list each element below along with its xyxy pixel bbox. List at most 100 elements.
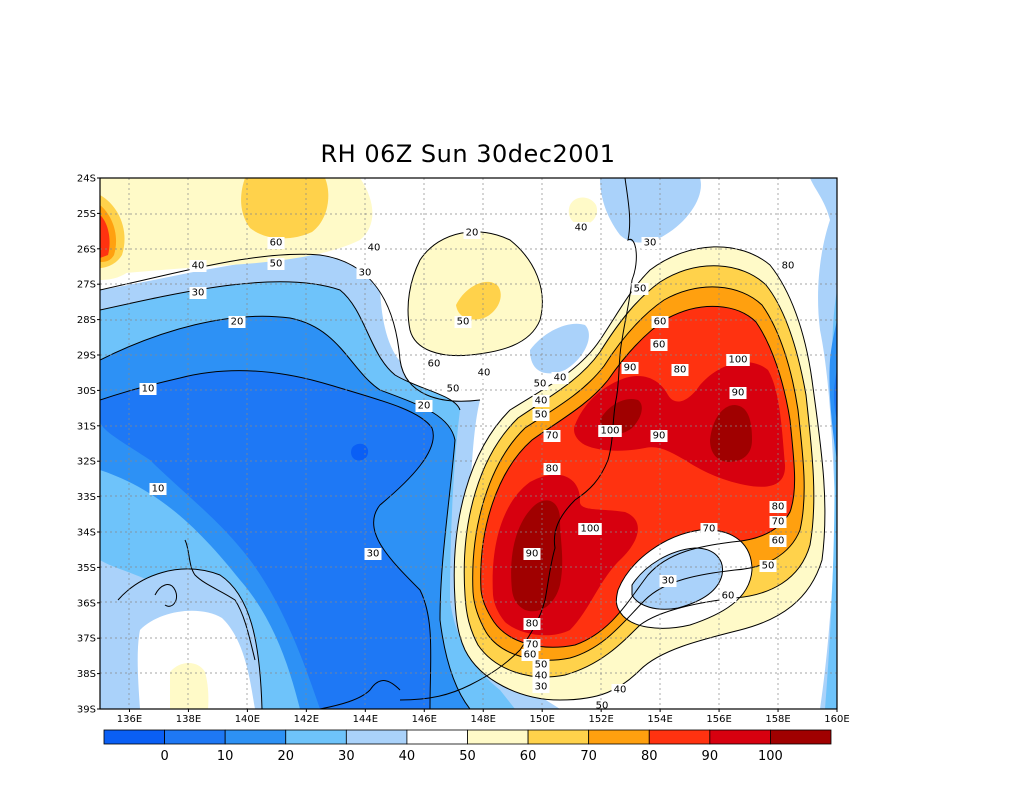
colorbar-label: 20 bbox=[277, 749, 294, 764]
contour-label: 50 bbox=[532, 409, 550, 421]
colorbar-swatch bbox=[648, 729, 711, 745]
contour-label: 40 bbox=[189, 260, 207, 272]
svg-text:90: 90 bbox=[624, 363, 637, 374]
contour-label: 60 bbox=[719, 590, 737, 602]
lat-tick-label: 26S bbox=[77, 244, 96, 255]
lon-tick-label: 158E bbox=[765, 714, 790, 725]
rh-band-0-10-spot bbox=[351, 443, 369, 461]
rh-shaded-field bbox=[100, 178, 837, 709]
lat-tick-label: 29S bbox=[77, 351, 96, 362]
lat-tick-label: 38S bbox=[77, 669, 96, 680]
contour-label: 50 bbox=[593, 700, 611, 712]
contour-label: 80 bbox=[543, 463, 561, 475]
lon-tick-label: 138E bbox=[176, 714, 201, 725]
colorbar-label: 70 bbox=[580, 749, 597, 764]
svg-text:40: 40 bbox=[535, 671, 548, 682]
svg-text:80: 80 bbox=[772, 502, 785, 513]
svg-text:50: 50 bbox=[535, 410, 548, 421]
map-title: RH 06Z Sun 30dec2001 bbox=[320, 140, 616, 168]
contour-label: 20 bbox=[415, 400, 433, 412]
svg-text:80: 80 bbox=[782, 261, 795, 272]
contour-label: 90 bbox=[621, 362, 639, 374]
svg-text:40: 40 bbox=[478, 368, 491, 379]
svg-text:20: 20 bbox=[231, 317, 244, 328]
contour-label: 80 bbox=[523, 618, 541, 630]
contour-label: 40 bbox=[532, 395, 550, 407]
svg-text:80: 80 bbox=[674, 365, 687, 376]
svg-text:80: 80 bbox=[546, 464, 559, 475]
contour-label: 90 bbox=[523, 548, 541, 560]
svg-text:40: 40 bbox=[575, 223, 588, 234]
contour-label: 70 bbox=[769, 516, 787, 528]
svg-text:40: 40 bbox=[535, 396, 548, 407]
contour-label: 80 bbox=[671, 364, 689, 376]
colorbar: 0 10 20 30 40 50 60 70 80 90 100 bbox=[103, 729, 832, 764]
svg-text:60: 60 bbox=[772, 536, 785, 547]
colorbar-swatch bbox=[224, 729, 287, 745]
contour-label: 40 bbox=[365, 242, 383, 254]
lat-tick-label: 35S bbox=[77, 563, 96, 574]
contour-label: 60 bbox=[769, 535, 787, 547]
colorbar-swatch bbox=[527, 729, 590, 745]
contour-label: 60 bbox=[651, 316, 669, 328]
contour-label: 50 bbox=[444, 383, 462, 395]
contour-label: 30 bbox=[356, 267, 374, 279]
contour-label: 90 bbox=[650, 430, 668, 442]
svg-text:10: 10 bbox=[152, 484, 165, 495]
svg-text:70: 70 bbox=[546, 431, 559, 442]
svg-text:80: 80 bbox=[526, 619, 539, 630]
contour-label: 50 bbox=[531, 378, 549, 390]
contour-label: 10 bbox=[149, 483, 167, 495]
svg-text:30: 30 bbox=[192, 288, 205, 299]
lon-tick-label: 152E bbox=[588, 714, 613, 725]
contour-label: 40 bbox=[551, 372, 569, 384]
rh-band-50-60-cap bbox=[568, 197, 598, 225]
svg-text:30: 30 bbox=[359, 268, 372, 279]
svg-text:50: 50 bbox=[596, 701, 609, 712]
svg-text:100: 100 bbox=[580, 524, 599, 535]
svg-text:60: 60 bbox=[428, 359, 441, 370]
svg-text:70: 70 bbox=[772, 517, 785, 528]
contour-label: 60 bbox=[425, 358, 443, 370]
svg-text:90: 90 bbox=[653, 431, 666, 442]
contour-label: 60 bbox=[267, 237, 285, 249]
colorbar-swatch bbox=[345, 729, 408, 745]
lat-tick-label: 36S bbox=[77, 598, 96, 609]
lat-tick-label: 25S bbox=[77, 209, 96, 220]
svg-text:10: 10 bbox=[142, 384, 155, 395]
colorbar-label: 60 bbox=[520, 749, 537, 764]
lon-tick-label: 148E bbox=[471, 714, 496, 725]
svg-text:50: 50 bbox=[534, 379, 547, 390]
lat-tick-label: 33S bbox=[77, 492, 96, 503]
svg-text:90: 90 bbox=[732, 388, 745, 399]
contour-label: 30 bbox=[659, 575, 677, 587]
contour-label: 100 bbox=[598, 425, 622, 437]
contour-label: 50 bbox=[267, 258, 285, 270]
contour-label: 40 bbox=[532, 670, 550, 682]
colorbar-swatch bbox=[285, 729, 347, 745]
contour-label: 40 bbox=[475, 367, 493, 379]
svg-text:50: 50 bbox=[457, 317, 470, 328]
lat-tick-label: 27S bbox=[77, 280, 96, 291]
svg-text:40: 40 bbox=[368, 243, 381, 254]
contour-label: 30 bbox=[532, 681, 550, 693]
contour-label: 70 bbox=[700, 523, 718, 535]
svg-text:40: 40 bbox=[554, 373, 567, 384]
colorbar-swatch bbox=[770, 729, 832, 745]
contour-label: 80 bbox=[769, 501, 787, 513]
contour-label: 20 bbox=[463, 227, 481, 239]
lon-tick-label: 154E bbox=[647, 714, 672, 725]
rh-band-80-90-westedge bbox=[100, 215, 110, 258]
contour-label: 50 bbox=[631, 283, 649, 295]
contour-label: 100 bbox=[726, 354, 750, 366]
svg-text:50: 50 bbox=[270, 259, 283, 270]
contour-label: 60 bbox=[521, 649, 539, 661]
lon-tick-label: 136E bbox=[117, 714, 142, 725]
lat-tick-label: 39S bbox=[77, 705, 96, 716]
contour-label: 20 bbox=[228, 316, 246, 328]
rh-band-50-60-sw bbox=[170, 663, 209, 709]
colorbar-label: 90 bbox=[702, 749, 719, 764]
lon-tick-label: 156E bbox=[706, 714, 731, 725]
colorbar-label: 40 bbox=[399, 749, 416, 764]
svg-text:30: 30 bbox=[535, 682, 548, 693]
